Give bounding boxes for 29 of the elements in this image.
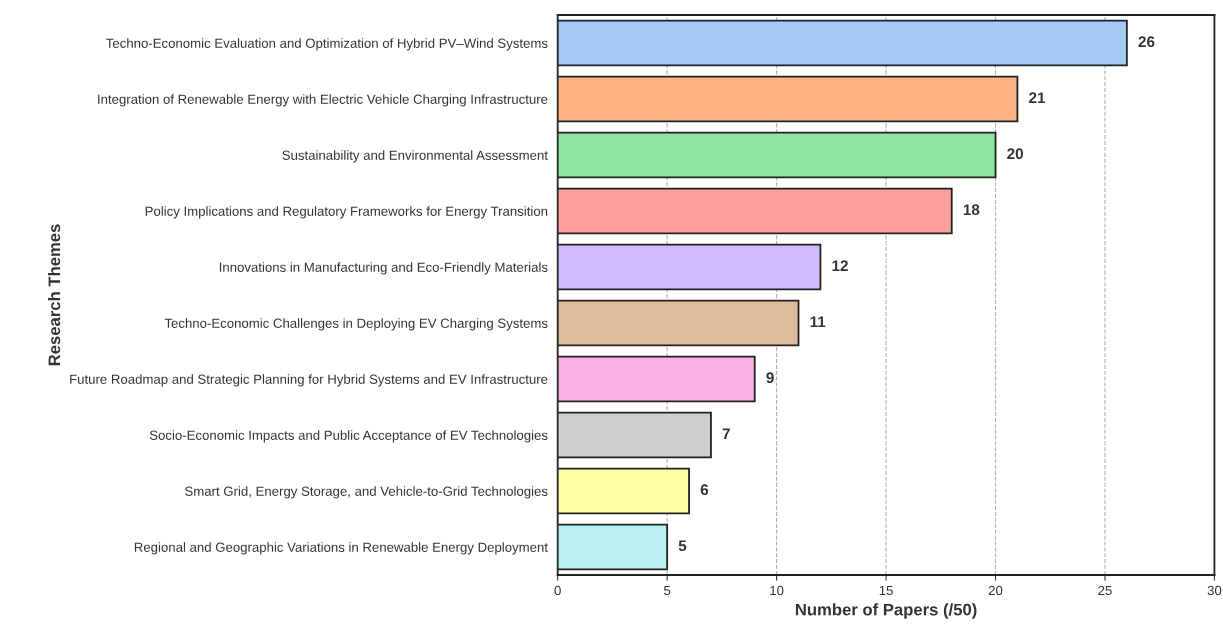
y-tick-label: Techno-Economic Evaluation and Optimization of Hybrid PV–Wind Systems	[106, 38, 548, 51]
data-label: 20	[1007, 148, 1023, 160]
data-label: 7	[722, 428, 730, 439]
y-tick-label: Regional and Geographic Variations in Renewable Energy Deployment	[134, 542, 548, 555]
x-axis-title: Number of Papers (/50)	[795, 603, 977, 619]
y-tick-label: Sustainability and Environmental Assessment	[282, 150, 548, 163]
x-tick-label: 15	[879, 585, 893, 596]
y-tick-label: Future Roadmap and Strategic Planning for Hybrid Systems and EV Infrastructure	[70, 374, 548, 387]
y-tick-label: Smart Grid, Energy Storage, and Vehicle-to-Grid Technologies	[185, 486, 548, 499]
x-tick-label: 20	[988, 585, 1003, 596]
data-label: 18	[963, 204, 980, 216]
y-tick-label: Innovations in Manufacturing and Eco-Friendly Materials	[219, 262, 548, 275]
data-label: 26	[1138, 36, 1155, 48]
data-label: 21	[1029, 92, 1046, 103]
y-tick-label: Techno-Economic Challenges in Deploying EV Charging Systems	[164, 318, 548, 331]
data-label: 6	[700, 484, 709, 496]
data-label: 11	[810, 316, 826, 327]
data-label: 9	[766, 372, 774, 384]
data-label: 12	[832, 260, 848, 271]
x-tick-label: 25	[1098, 585, 1112, 596]
y-tick-label: Socio-Economic Impacts and Public Acceptance of EV Technologies	[149, 430, 548, 443]
x-tick-label: 0	[554, 585, 561, 596]
y-axis-title: Research Themes	[48, 224, 61, 366]
x-tick-label: 10	[770, 585, 784, 596]
data-label: 5	[678, 540, 687, 552]
y-tick-label: Policy Implications and Regulatory Frameworks for Energy Transition	[145, 206, 548, 219]
x-tick-label: 30	[1207, 585, 1222, 596]
x-tick-label: 5	[664, 585, 671, 596]
y-tick-label: Integration of Renewable Energy with Electric Vehicle Charging Infrastructure	[98, 94, 548, 107]
